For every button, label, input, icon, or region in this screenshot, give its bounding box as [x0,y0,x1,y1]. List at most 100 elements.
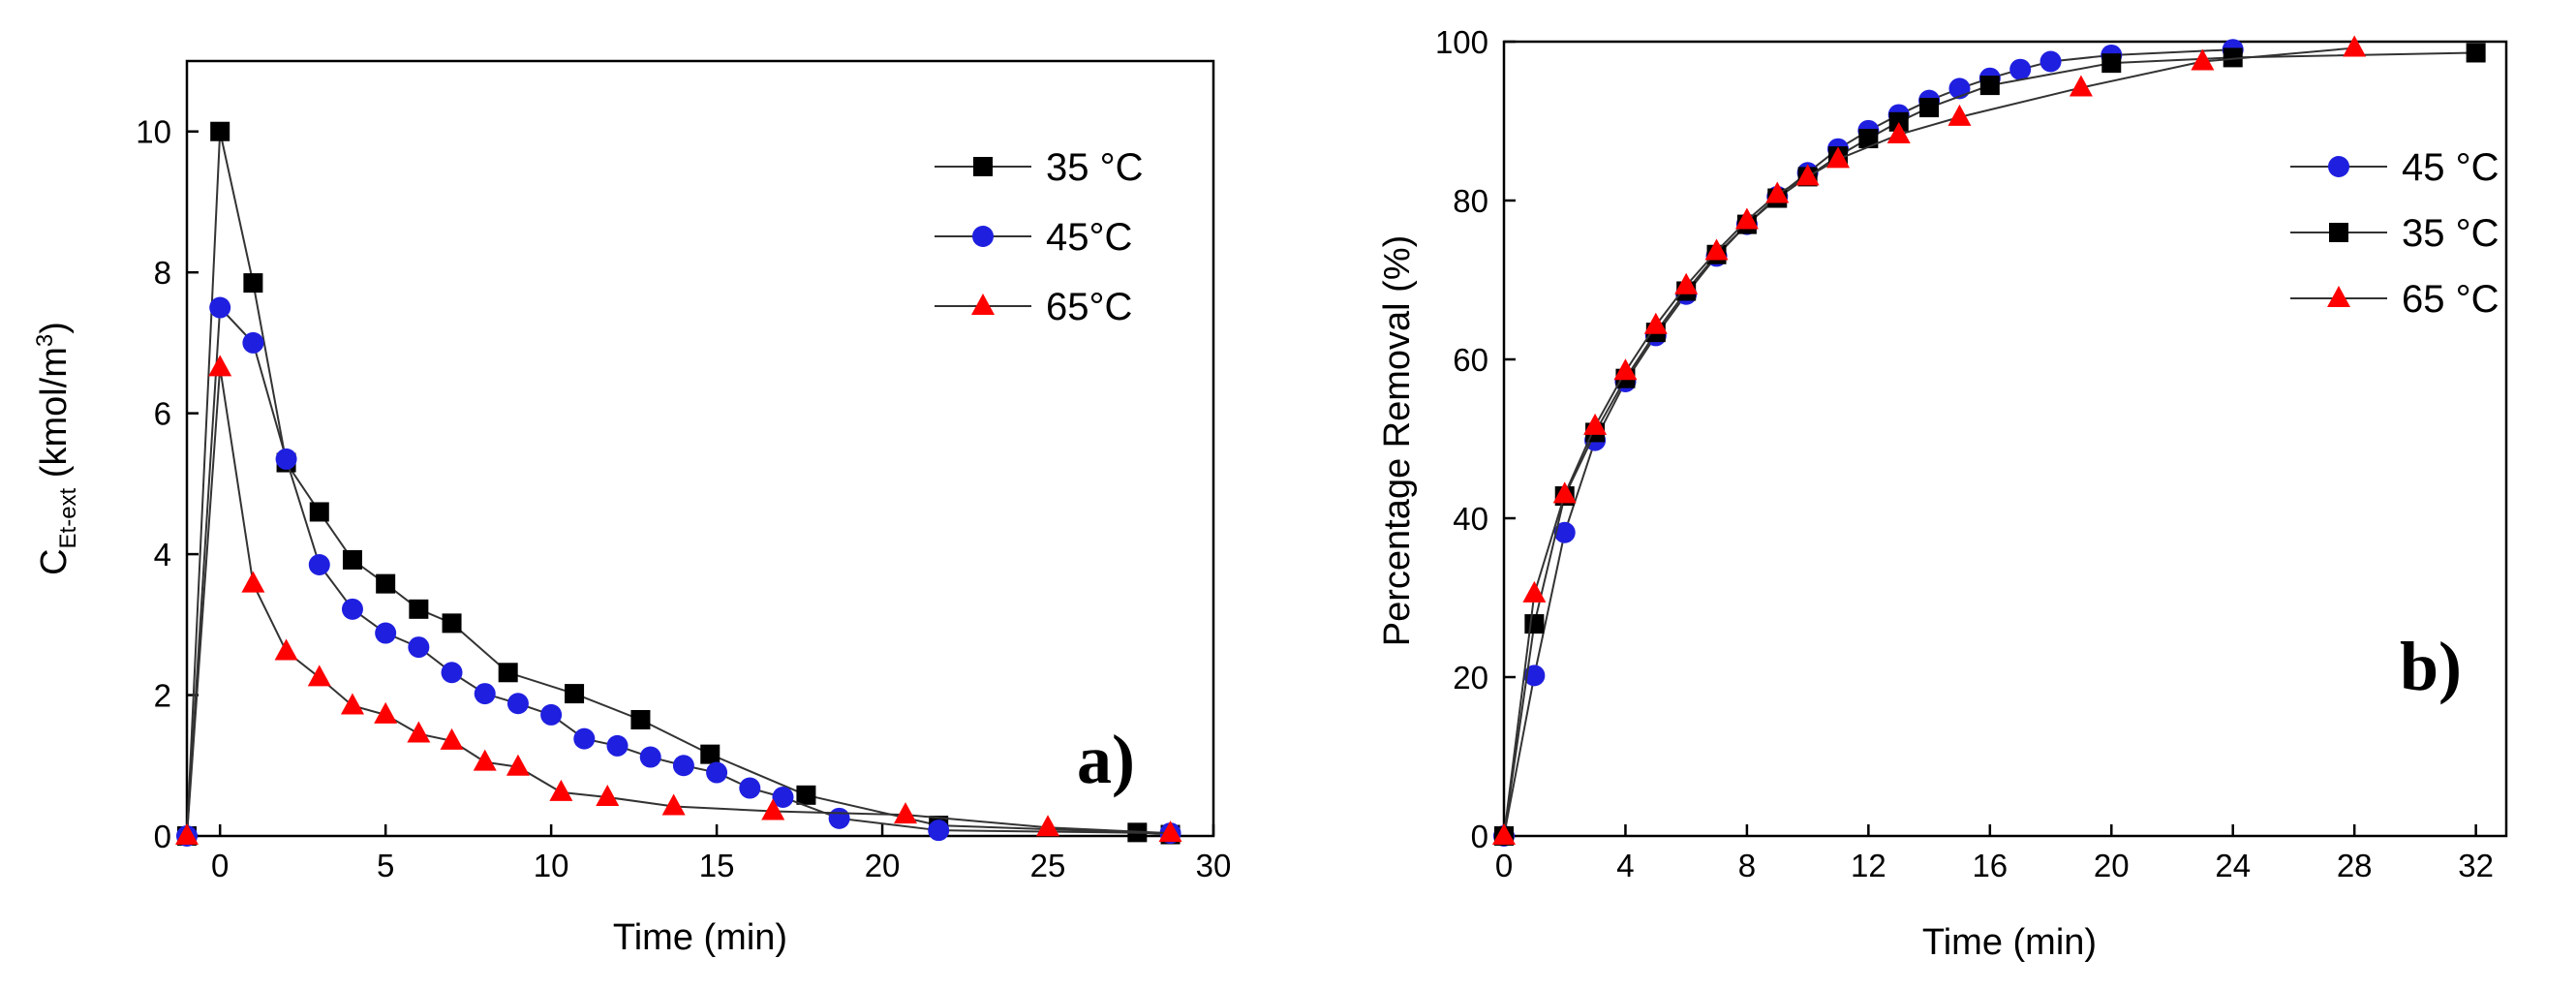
data-point [407,721,431,743]
panel-b-chart: 0 4 8 12 16 20 24 28 32 0 20 40 60 80 100 45 °C 35 °C 65… [1377,24,2508,963]
legend-marker [972,226,994,247]
data-point [2191,48,2215,71]
x-tick-label: 25 [1030,848,1066,883]
data-point [2223,47,2243,68]
panel-b-ticks: 0 4 8 12 16 20 24 28 32 0 20 40 60 80 100 [1435,24,2494,883]
legend-label: 65°C [1046,286,1132,328]
data-point [309,502,329,522]
data-point [1643,312,1668,334]
panel-a-series [175,121,1182,847]
data-point [606,734,629,757]
y-tick-label: 2 [154,678,171,714]
data-point [409,599,429,619]
data-point [208,355,232,377]
x-tick-label: 32 [2458,848,2494,883]
data-point [1522,580,1547,603]
data-point [342,549,362,570]
data-point [549,779,573,801]
data-point [1734,207,1759,230]
legend-label: 45 °C [2402,146,2499,189]
data-point [1947,104,1972,126]
panel-a-legend: 35 °C 45°C 65°C [935,146,1144,328]
data-point [796,785,816,805]
data-point [1492,823,1516,845]
x-tick-label: 12 [1851,848,1886,883]
data-point [672,755,694,777]
data-point [440,727,464,750]
panel-a-plot-frame [185,59,1215,838]
data-point [441,662,463,684]
legend-label: 35 °C [1046,146,1144,189]
data-point [1524,614,1545,634]
panel-a-ylabel: CEt-ext (kmol/m3) [32,322,81,575]
x-tick-label: 10 [534,848,569,883]
legend-marker [2327,286,2350,307]
legend-marker [2328,156,2349,177]
data-point [308,554,330,575]
data-point [928,820,950,842]
y-tick-label: 0 [1471,819,1488,854]
panel-b-ylabel: Percentage Removal (%) [1377,235,1418,647]
panel-b-series [1492,35,2486,847]
series-line-1 [186,305,1171,837]
data-point [573,727,596,750]
data-point [739,777,761,799]
data-point [307,665,331,687]
data-point [2343,35,2367,57]
series-line-0 [1503,48,2233,837]
data-point [1919,98,1940,118]
data-point [639,746,661,768]
data-point [506,754,530,776]
data-point [210,121,230,141]
data-point [565,684,585,704]
legend-label: 65 °C [2402,278,2499,321]
data-point [243,273,263,294]
panel-a-chart: 0 5 10 15 20 25 30 0 2 4 6 8 10 35 °C 45°C 65°C Time (… [32,59,1232,958]
panel-b-letter: b) [2400,628,2462,705]
data-point [661,793,686,816]
data-point [772,787,794,808]
y-tick-label: 100 [1435,24,1488,60]
x-tick-label: 8 [1738,848,1756,883]
data-point [2466,43,2486,63]
data-point [376,573,396,594]
data-point [1674,272,1699,294]
data-point [894,802,917,824]
data-point [408,636,430,659]
data-point [473,749,497,771]
data-point [1886,121,1911,143]
data-point [1795,164,1820,186]
data-point [2101,53,2122,74]
data-point [1858,129,1879,149]
data-point [506,693,529,715]
data-point [274,638,298,661]
series-line-2 [186,367,1171,837]
data-point [1583,413,1608,435]
legend-marker [2329,223,2348,242]
x-tick-label: 30 [1196,848,1232,883]
data-point [700,744,721,764]
data-point [1704,238,1729,261]
data-point [275,448,297,470]
y-tick-label: 60 [1453,342,1488,378]
x-tick-label: 20 [2094,848,2130,883]
x-tick-label: 16 [1972,848,2008,883]
x-tick-label: 28 [2337,848,2373,883]
legend-marker [971,294,995,315]
data-point [761,798,785,820]
data-point [540,703,563,726]
data-point [1158,820,1182,843]
data-point [2039,50,2062,73]
data-point [1523,665,1546,687]
y-tick-label: 4 [154,537,171,572]
panel-b-plot-frame [1502,40,2508,838]
panel-b-legend: 45 °C 35 °C 65 °C [2290,146,2499,321]
data-point [630,710,651,729]
data-point [1888,111,1909,132]
data-point [340,693,364,715]
data-point [1552,481,1577,504]
data-point [375,622,397,644]
x-tick-label: 0 [1495,848,1513,883]
y-tick-label: 40 [1453,501,1488,537]
